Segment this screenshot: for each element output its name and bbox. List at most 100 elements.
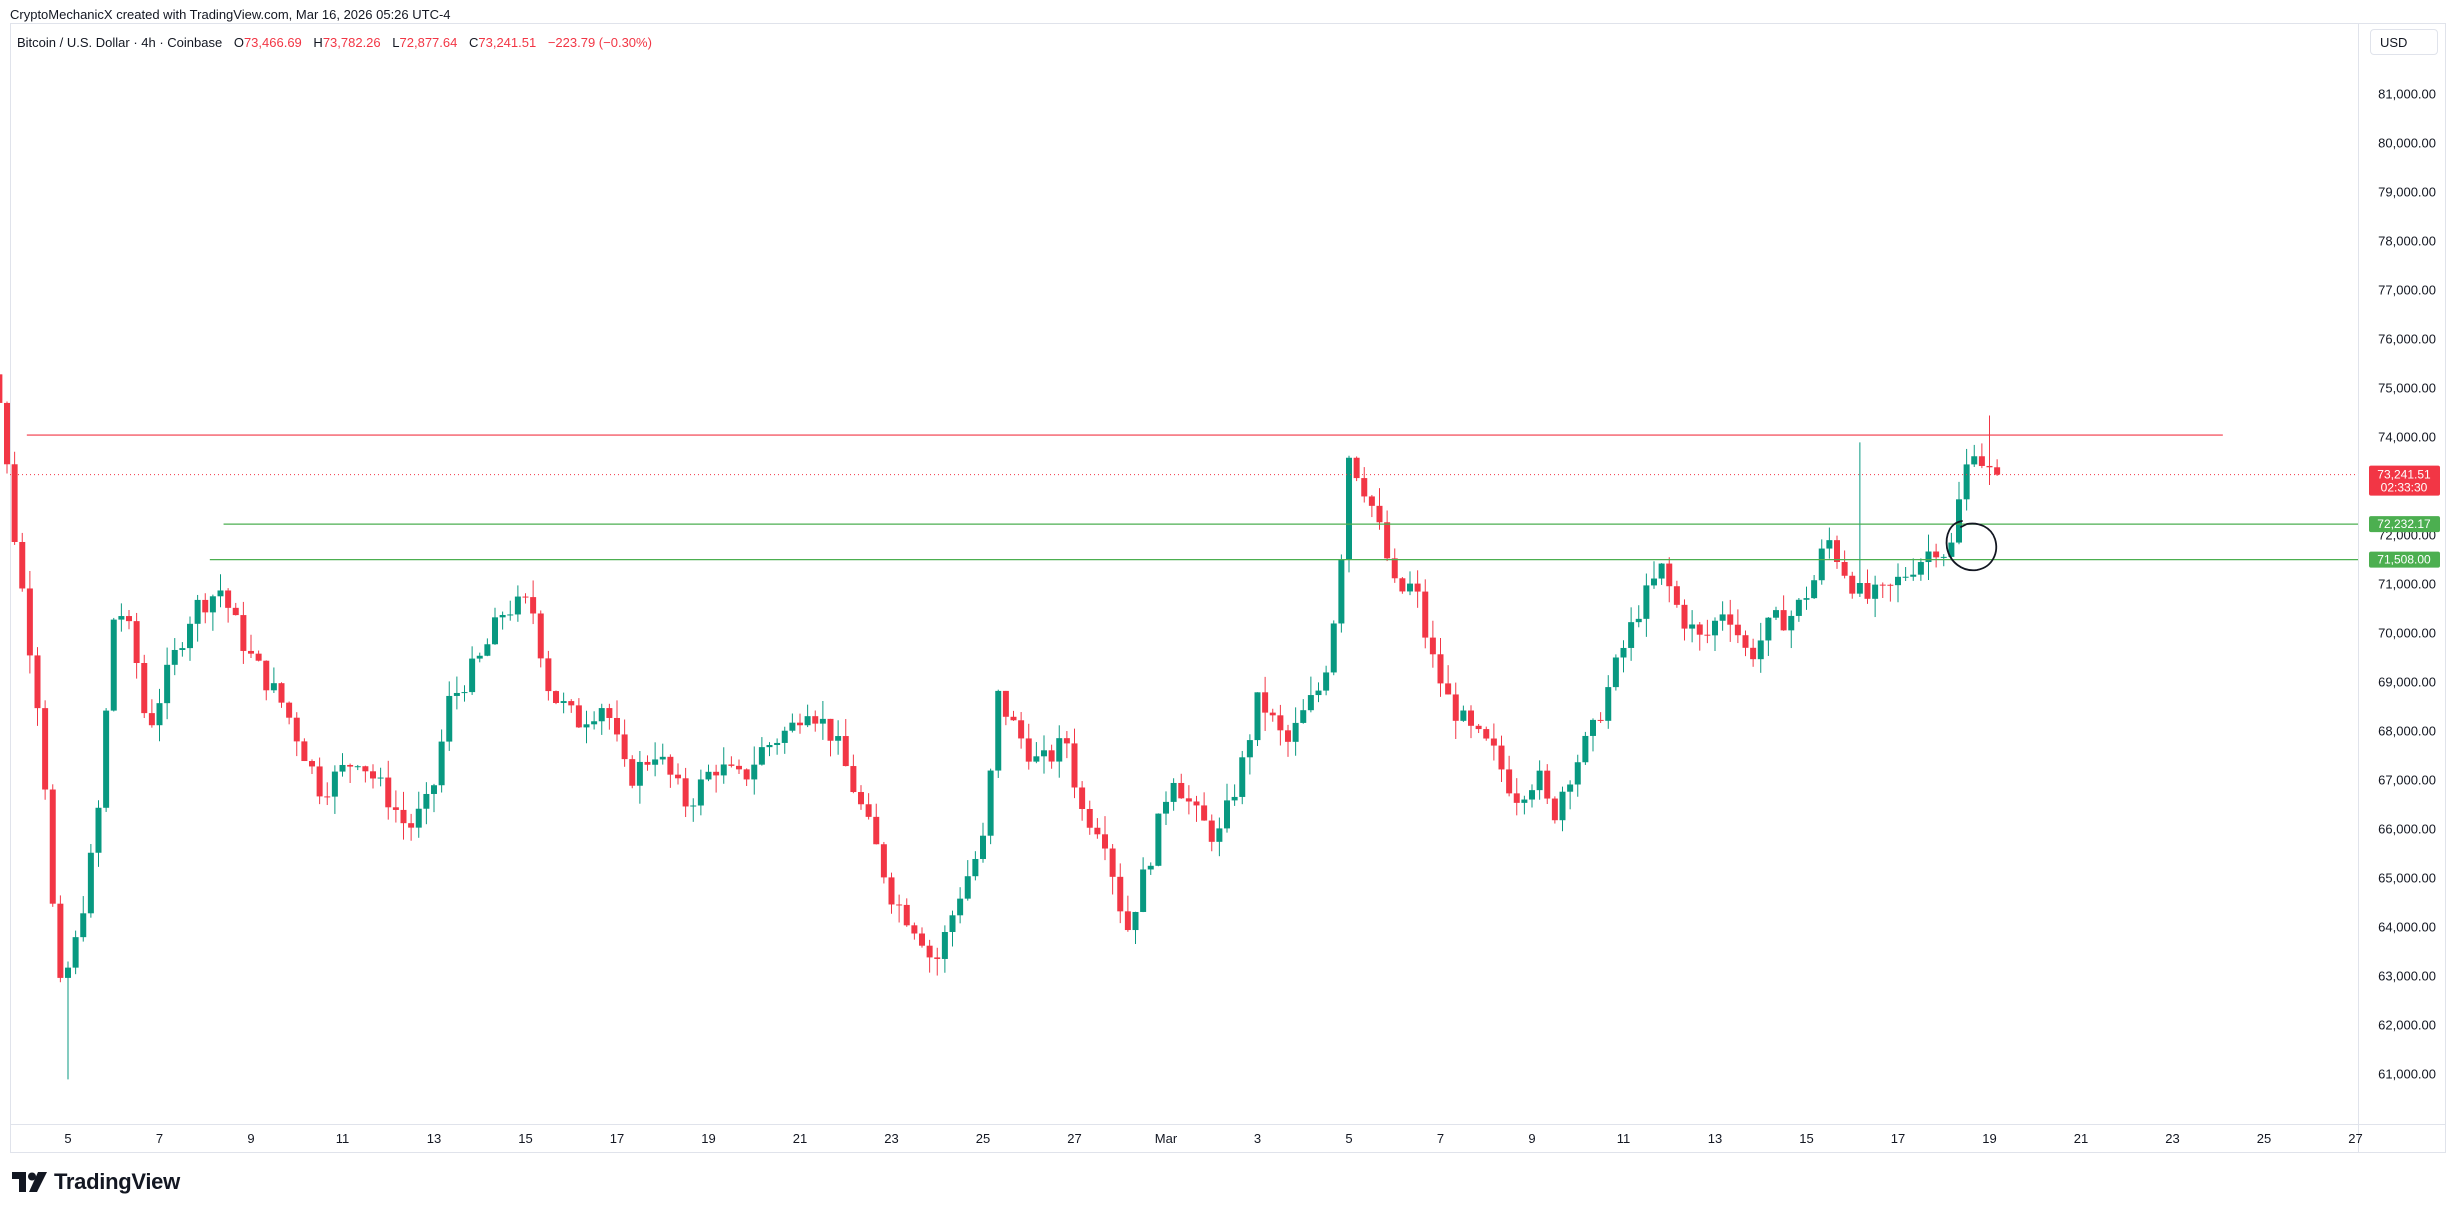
last-price-badge <box>2369 465 2440 496</box>
x-tick-label: 27 <box>1067 1131 1081 1146</box>
candle-body <box>1765 617 1772 641</box>
candle-body <box>1094 827 1101 835</box>
candle-body <box>858 792 864 805</box>
x-tick-label: 15 <box>1799 1131 1813 1146</box>
candle-body <box>804 716 811 726</box>
candle-body <box>362 766 369 772</box>
candle-body <box>1124 911 1131 931</box>
high-value: 73,782.26 <box>322 35 381 50</box>
x-tick-label: 25 <box>2257 1131 2271 1146</box>
candle-body <box>1818 548 1825 581</box>
candle-body <box>1391 558 1398 579</box>
x-tick-label: 3 <box>1254 1131 1261 1146</box>
candle-body <box>385 777 392 808</box>
high-label: H <box>313 35 323 50</box>
candle-body <box>736 765 742 770</box>
candle-body <box>1475 725 1482 730</box>
x-tick-label: 19 <box>1982 1131 1996 1146</box>
x-tick-label: 5 <box>1345 1131 1352 1146</box>
symbol-title[interactable]: Bitcoin / U.S. Dollar · 4h · Coinbase <box>17 35 223 50</box>
last-price-value: 73,241.51 <box>2377 468 2431 482</box>
price-axis-divider <box>2358 23 2359 1153</box>
candle-body <box>1384 522 1391 559</box>
x-tick-label: 15 <box>518 1131 532 1146</box>
candle-body <box>1468 710 1474 726</box>
y-tick-label: 79,000.00 <box>2378 185 2436 200</box>
candle-body <box>1010 716 1017 721</box>
candle-body <box>278 683 285 703</box>
candle-body <box>1780 610 1787 631</box>
candle-body <box>492 617 498 645</box>
candle-body <box>507 614 514 616</box>
candle-body <box>819 718 826 724</box>
drawn-circle-annotation <box>1945 520 1998 572</box>
candle-body <box>1986 465 1993 468</box>
candle-body <box>1574 762 1581 785</box>
candle-body <box>1963 464 1970 500</box>
candle-body <box>1506 769 1513 794</box>
candle-body <box>95 807 102 853</box>
candle-body <box>1628 622 1635 648</box>
candle-body <box>179 648 186 650</box>
candle-body <box>865 804 872 817</box>
candle-body <box>1971 456 1978 465</box>
candle-body <box>1330 623 1337 673</box>
candle-body <box>713 771 720 776</box>
y-tick-label: 63,000.00 <box>2378 969 2436 984</box>
x-tick-label: 25 <box>976 1131 990 1146</box>
candle-body <box>1811 580 1818 599</box>
candle-body <box>248 650 254 654</box>
candle-body <box>1559 791 1566 821</box>
x-tick-label: 13 <box>427 1131 441 1146</box>
currency-button[interactable]: USD <box>2370 29 2438 55</box>
candle-body <box>1079 787 1086 809</box>
candle-body <box>1422 591 1429 638</box>
candle-body <box>1696 624 1703 635</box>
candle-body <box>1513 793 1520 803</box>
candle-body <box>1826 540 1833 549</box>
candle-body <box>972 858 979 877</box>
candle-body <box>65 967 71 978</box>
x-tick-label: 21 <box>793 1131 807 1146</box>
candle-body <box>873 816 880 845</box>
candle-body <box>1292 722 1299 742</box>
candle-body <box>1643 585 1650 619</box>
candle-body <box>209 596 216 613</box>
brand-name: TradingView <box>54 1169 180 1194</box>
candle-body <box>1925 551 1932 563</box>
symbol-legend: Bitcoin / U.S. Dollar · 4h · Coinbase O7… <box>17 35 652 50</box>
candle-body <box>1178 782 1185 799</box>
y-tick-label: 74,000.00 <box>2378 430 2436 445</box>
candle-body <box>1224 800 1230 829</box>
candle-body <box>1940 556 1947 558</box>
candle-body <box>1170 782 1177 802</box>
candle-body <box>1773 610 1779 618</box>
candle-body <box>293 717 300 742</box>
candle-body <box>1117 876 1124 912</box>
candle-body <box>545 658 552 692</box>
candle-body <box>26 588 33 656</box>
candle-body <box>697 779 704 806</box>
y-tick-label: 69,000.00 <box>2378 675 2436 690</box>
candle-body <box>1521 799 1528 803</box>
candle-body <box>438 741 445 786</box>
candle-body <box>995 690 1002 771</box>
candle-body <box>781 730 788 743</box>
x-tick-label: 21 <box>2074 1131 2088 1146</box>
level-price-label: 71,508.00 <box>2377 553 2431 567</box>
tradingview-logo[interactable]: TradingView <box>12 1169 180 1195</box>
x-tick-label: 13 <box>1708 1131 1722 1146</box>
candle-body <box>1246 740 1253 758</box>
pane-border-top <box>10 23 2446 24</box>
candle-body <box>1307 695 1314 711</box>
candle-body <box>499 614 506 618</box>
candle-body <box>202 599 209 613</box>
candle-body <box>636 761 643 786</box>
candle-body <box>1033 756 1040 762</box>
candle-body <box>1140 869 1147 912</box>
candle-body <box>827 718 834 741</box>
y-tick-label: 64,000.00 <box>2378 920 2436 935</box>
candle-body <box>903 904 910 926</box>
candle-body <box>339 764 346 772</box>
